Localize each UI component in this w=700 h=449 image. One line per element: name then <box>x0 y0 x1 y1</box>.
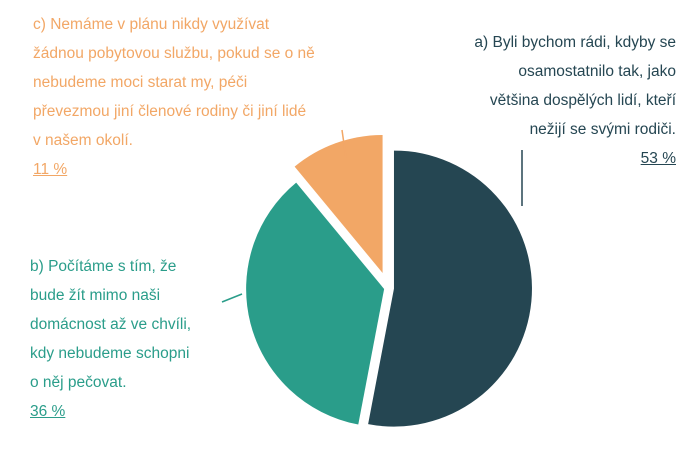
value-label: 36 % <box>30 403 66 420</box>
leader-line <box>221 293 243 303</box>
label-b: b) Počítáme s tím, že bude žít mimo naši… <box>30 252 191 426</box>
value-label: 11 % <box>33 161 68 178</box>
value-label: 53 % <box>640 150 676 167</box>
label-a: a) Byli bychom rádi, kdyby se osamostatn… <box>474 28 676 173</box>
pie-slice <box>294 134 383 273</box>
label-c: c) Nemáme v plánu nikdy využívat žádnou … <box>33 10 315 184</box>
leader-line <box>341 129 347 159</box>
slice-label: b) Počítáme s tím, že bude žít mimo naši… <box>30 258 192 391</box>
slice-label: a) Byli bychom rádi, kdyby se osamostatn… <box>474 34 676 138</box>
slice-label: c) Nemáme v plánu nikdy využívat žádnou … <box>33 16 315 149</box>
pie-slice <box>368 150 532 427</box>
pie-slice <box>246 182 385 425</box>
